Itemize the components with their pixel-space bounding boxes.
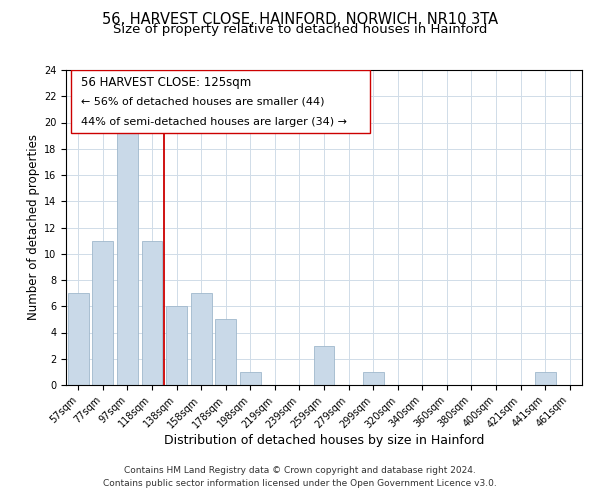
Bar bbox=[240, 372, 261, 385]
Text: 44% of semi-detached houses are larger (34) →: 44% of semi-detached houses are larger (… bbox=[82, 117, 347, 127]
Bar bbox=[68, 293, 89, 385]
Bar bbox=[142, 240, 163, 385]
Text: Contains HM Land Registry data © Crown copyright and database right 2024.
Contai: Contains HM Land Registry data © Crown c… bbox=[103, 466, 497, 487]
Text: 56, HARVEST CLOSE, HAINFORD, NORWICH, NR10 3TA: 56, HARVEST CLOSE, HAINFORD, NORWICH, NR… bbox=[102, 12, 498, 28]
Bar bbox=[362, 372, 383, 385]
Bar bbox=[314, 346, 334, 385]
Text: ← 56% of detached houses are smaller (44): ← 56% of detached houses are smaller (44… bbox=[82, 97, 325, 107]
Bar bbox=[166, 306, 187, 385]
FancyBboxPatch shape bbox=[71, 70, 370, 133]
Bar bbox=[215, 320, 236, 385]
X-axis label: Distribution of detached houses by size in Hainford: Distribution of detached houses by size … bbox=[164, 434, 484, 447]
Bar bbox=[117, 122, 138, 385]
Bar bbox=[535, 372, 556, 385]
Y-axis label: Number of detached properties: Number of detached properties bbox=[26, 134, 40, 320]
Text: Size of property relative to detached houses in Hainford: Size of property relative to detached ho… bbox=[113, 22, 487, 36]
Bar bbox=[191, 293, 212, 385]
Text: 56 HARVEST CLOSE: 125sqm: 56 HARVEST CLOSE: 125sqm bbox=[82, 76, 252, 90]
Bar bbox=[92, 240, 113, 385]
